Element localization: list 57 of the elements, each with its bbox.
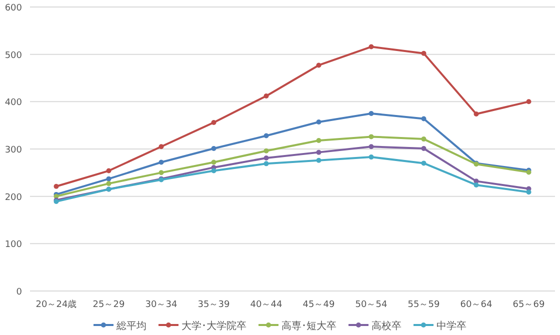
point	[264, 155, 269, 160]
x-tick-label: 60～64	[460, 300, 492, 310]
point	[54, 184, 59, 189]
point	[106, 168, 112, 174]
legend-label: 中学卒	[436, 320, 466, 332]
point	[316, 158, 322, 163]
point	[316, 120, 322, 125]
point	[368, 111, 374, 116]
point	[316, 150, 322, 155]
legend-label: 大学･大学院卒	[182, 320, 246, 332]
x-tick-label: 30～34	[145, 300, 178, 310]
point	[421, 116, 426, 122]
y-tick-label: 300	[4, 146, 22, 156]
y-tick-label: 200	[4, 192, 22, 203]
x-tick-label: 25～29	[92, 300, 125, 310]
point	[526, 99, 532, 104]
point	[421, 160, 426, 166]
point	[106, 176, 112, 182]
point	[158, 170, 164, 176]
point	[368, 144, 374, 150]
x-tick-label: 45～49	[302, 300, 335, 310]
x-tick-label: 65～69	[512, 300, 545, 310]
x-tick-label: 50～54	[355, 300, 388, 310]
point	[264, 148, 269, 154]
point	[368, 44, 374, 50]
point	[158, 144, 164, 150]
point	[316, 138, 322, 143]
point	[106, 181, 112, 186]
x-tick-label: 40～44	[250, 300, 282, 310]
point	[211, 146, 216, 152]
point	[211, 168, 216, 174]
y-tick-label: 100	[4, 240, 22, 250]
point	[264, 161, 269, 166]
point	[158, 160, 164, 165]
point	[264, 133, 269, 138]
point	[368, 134, 374, 140]
point	[526, 190, 532, 195]
point	[316, 62, 322, 68]
x-tick-label: 20～24歳	[36, 299, 77, 310]
y-tick-label: 500	[4, 50, 22, 61]
y-tick-label: 0	[16, 288, 22, 298]
point	[211, 160, 216, 165]
point	[368, 154, 374, 160]
point	[264, 93, 269, 98]
point	[421, 146, 426, 152]
x-tick-label: 55～59	[408, 300, 440, 310]
point	[421, 136, 426, 142]
legend-label: 高専･短大卒	[282, 320, 336, 332]
x-tick-label: 35～39	[198, 300, 230, 310]
legend-label: 総平均	[116, 320, 146, 332]
point	[474, 111, 479, 116]
point	[474, 182, 479, 188]
point	[421, 50, 426, 56]
point	[211, 120, 216, 125]
legend-label: 高校卒	[372, 320, 402, 332]
y-tick-label: 600	[4, 4, 22, 14]
y-tick-label: 400	[4, 98, 22, 108]
